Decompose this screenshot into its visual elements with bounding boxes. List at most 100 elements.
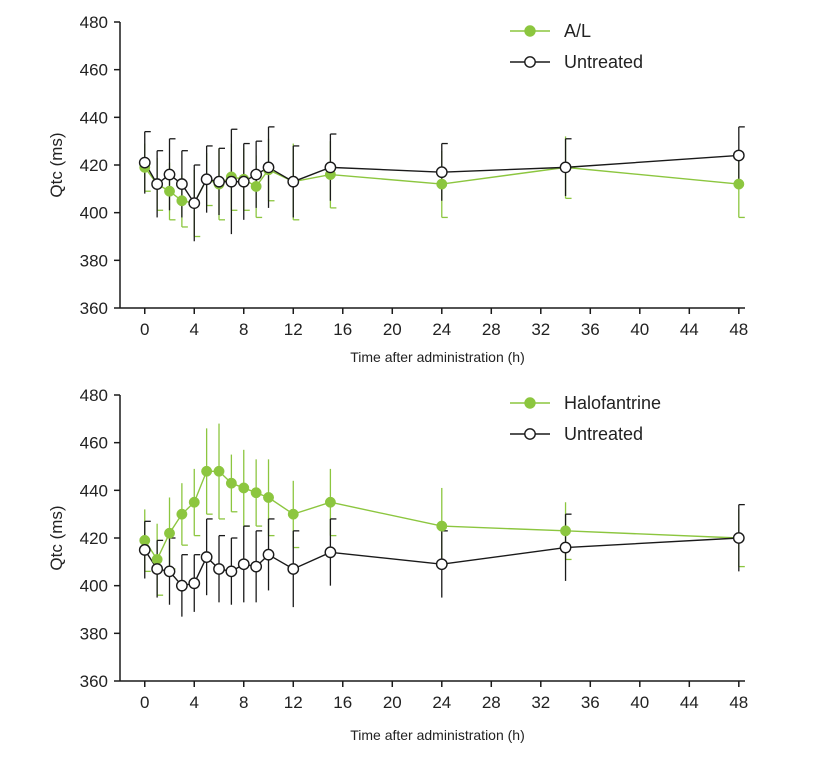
data-point [237,175,250,188]
data-point [176,195,188,207]
x-tick-label: 24 [432,320,451,339]
x-tick-label: 36 [581,320,600,339]
data-point [436,520,448,532]
data-point [175,178,188,190]
data-point [435,558,448,571]
series-line [144,166,739,204]
x-tick-label: 4 [190,320,199,339]
x-tick-label: 0 [140,320,149,339]
y-tick-label: 420 [80,156,108,175]
data-point [250,168,263,181]
data-point [188,197,201,210]
x-tick-label: 44 [680,320,699,339]
x-tick-label: 28 [482,693,501,712]
data-point [200,173,213,186]
data-point [188,496,200,508]
y-axis-title: Qtc (ms) [47,505,66,570]
legend-entry: Untreated [510,424,643,444]
data-point [262,161,275,174]
data-point [225,175,238,188]
data-point [151,563,164,575]
data-point [287,508,299,520]
x-tick-label: 48 [729,693,748,712]
x-tick-label: 8 [239,320,248,339]
x-tick-label: 16 [333,320,352,339]
y-tick-label: 460 [80,434,108,453]
y-axis-title: Qtc (ms) [47,132,66,197]
x-tick-label: 32 [531,693,550,712]
data-point [287,563,300,575]
x-tick-label: 24 [432,693,451,712]
data-point [250,181,262,192]
legend-entry: A/L [510,21,591,41]
legend-marker [524,428,536,440]
markers-untreated [138,532,745,592]
series-untreated [144,503,745,617]
data-point [201,465,213,477]
x-tick-label: 44 [680,693,699,712]
y-tick-label: 440 [80,481,108,500]
data-point [163,565,176,578]
data-point [176,508,188,520]
data-point [324,496,336,508]
data-point [200,551,213,563]
data-point [225,477,237,489]
legend-marker [524,56,536,68]
x-tick-label: 28 [482,320,501,339]
data-point [250,560,263,573]
data-point [436,178,448,190]
data-point [163,168,176,181]
data-point [188,577,201,590]
data-point [238,482,250,494]
legend-marker [524,25,536,37]
series-line [144,470,739,561]
x-tick-label: 40 [630,320,649,339]
legend-label: Untreated [564,52,643,72]
data-point [213,465,225,477]
data-point [262,548,275,561]
x-tick-label: 40 [630,693,649,712]
legend-entry: Halofantrine [510,393,661,413]
legend-entry: Untreated [510,52,643,72]
y-tick-label: 460 [80,61,108,80]
legend-label: A/L [564,21,591,41]
data-point [138,544,151,556]
x-tick-label: 48 [729,320,748,339]
data-point [263,492,274,503]
y-tick-label: 360 [80,672,108,691]
legend-label: Halofantrine [564,393,661,413]
y-tick-label: 480 [80,13,108,32]
data-point [213,563,225,575]
data-point [732,149,745,162]
data-point [732,532,745,544]
data-point [287,175,300,188]
x-tick-label: 12 [284,320,303,339]
y-tick-label: 380 [80,251,108,270]
x-tick-label: 36 [581,693,600,712]
data-point [164,527,175,539]
data-point [213,175,225,188]
data-point [151,178,164,190]
x-tick-label: 20 [383,693,402,712]
y-tick-label: 400 [80,577,108,596]
series-line [144,154,739,205]
data-point [733,178,745,190]
data-point [559,541,572,554]
data-point [175,579,188,592]
markers-untreated [138,149,745,210]
legend: Halofantrine Untreated [510,393,661,444]
data-point [164,185,175,197]
x-tick-label: 0 [140,693,149,712]
x-axis-title: Time after administration (h) [350,727,525,743]
y-tick-label: 440 [80,108,108,127]
y-tick-label: 420 [80,529,108,548]
data-point [138,156,151,169]
data-point [324,546,337,559]
x-tick-label: 4 [190,693,199,712]
x-tick-label: 32 [531,320,550,339]
data-point [250,487,262,499]
y-tick-label: 480 [80,386,108,405]
